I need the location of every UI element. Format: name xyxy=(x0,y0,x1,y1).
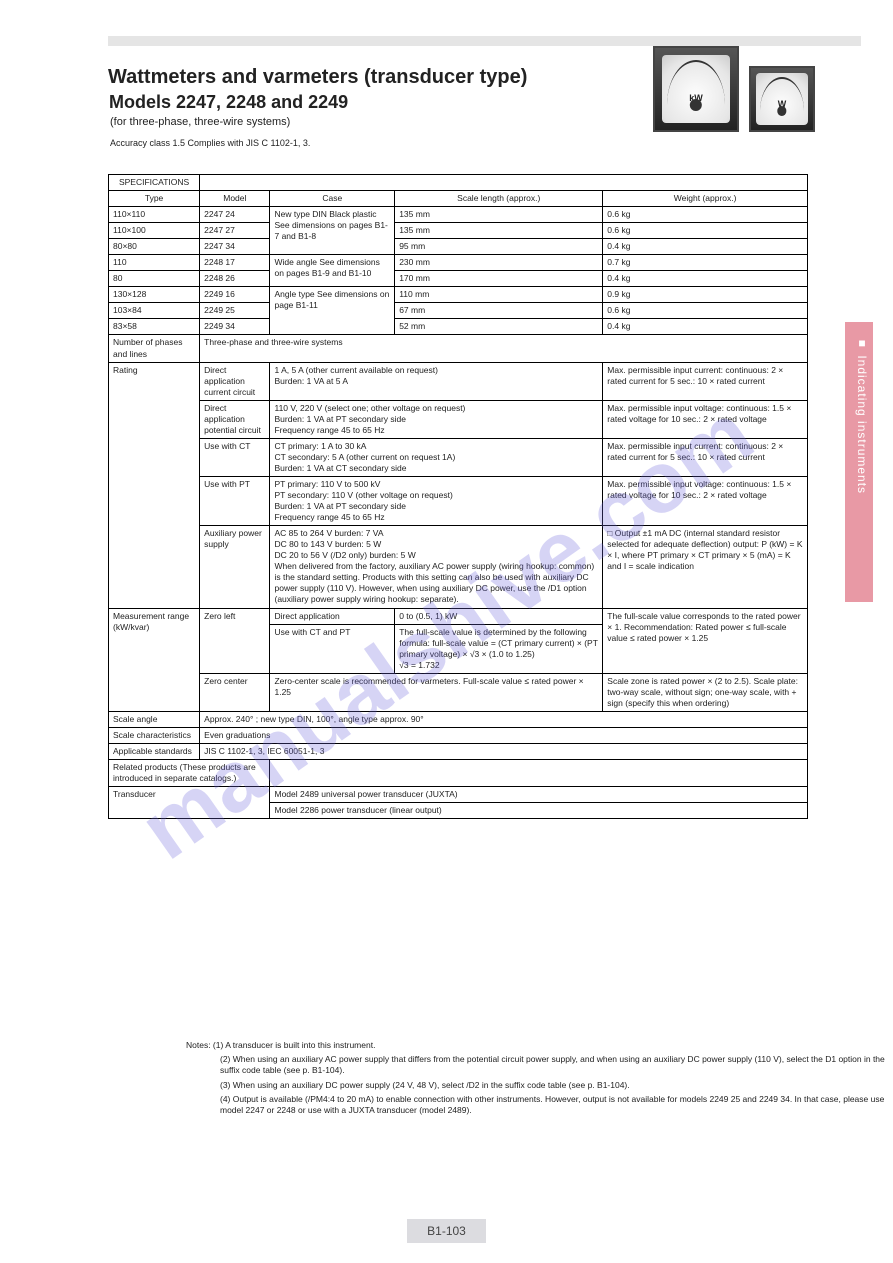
blank-cell xyxy=(200,175,808,191)
cell-model: 2249 25 xyxy=(200,303,270,319)
rating-title: Direct application potential circuit xyxy=(200,400,270,438)
footnote-3: (3) When using an auxiliary DC power sup… xyxy=(220,1080,630,1091)
spec-header: SPECIFICATIONS xyxy=(109,175,200,191)
cell-weight: 0.9 kg xyxy=(603,287,808,303)
cell-model: 2249 34 xyxy=(200,319,270,335)
cell-weight: 0.4 kg xyxy=(603,271,808,287)
cell-weight: 0.7 kg xyxy=(603,255,808,271)
related-v: Model 2286 power transducer (linear outp… xyxy=(270,803,808,819)
cell-scale: 135 mm xyxy=(395,223,603,239)
cell-type: 80×80 xyxy=(109,239,200,255)
col-scale: Scale length (approx.) xyxy=(395,191,603,207)
cell-model: 2249 16 xyxy=(200,287,270,303)
cell-type: 130×128 xyxy=(109,287,200,303)
measure-c3: 0 to (0.5, 1) kW xyxy=(395,608,603,624)
header-bar xyxy=(108,36,861,46)
meter-image-small: W xyxy=(749,66,815,132)
cell-scale: 110 mm xyxy=(395,287,603,303)
simple-v: Approx. 240° ; new type DIN, 100°, angle… xyxy=(200,711,808,727)
rating-title: Auxiliary power supply xyxy=(200,526,270,608)
footnote-2: (2) When using an auxiliary AC power sup… xyxy=(220,1054,893,1077)
rating-c2: PT primary: 110 V to 500 kV PT secondary… xyxy=(270,476,603,525)
col-case: Case xyxy=(270,191,395,207)
cell-scale: 170 mm xyxy=(395,271,603,287)
rating-c3: □ Output ±1 mA DC (internal standard res… xyxy=(603,526,808,608)
compliance-line: Accuracy class 1.5 Complies with JIS C 1… xyxy=(110,138,310,148)
rating-title: Use with CT xyxy=(200,438,270,476)
simple-k: Scale characteristics xyxy=(109,727,200,743)
measure-c1: Zero center xyxy=(200,673,270,711)
blank-cell xyxy=(270,760,808,787)
cell-model: 2247 34 xyxy=(200,239,270,255)
cell-weight: 0.4 kg xyxy=(603,319,808,335)
simple-v: JIS C 1102-1, 3, IEC 60051-1, 3 xyxy=(200,743,808,759)
cell-model: 2247 24 xyxy=(200,207,270,223)
simple-k: Scale angle xyxy=(109,711,200,727)
cell-scale: 230 mm xyxy=(395,255,603,271)
cell-case-group: Angle type See dimensions on page B1-11 xyxy=(270,287,395,335)
product-thumbnails: kW W xyxy=(653,46,815,132)
rating-title: Direct application current circuit xyxy=(200,362,270,400)
measure-c2: Use with CT and PT xyxy=(270,624,395,673)
cell-type: 110×110 xyxy=(109,207,200,223)
measure-c2: Direct application xyxy=(270,608,395,624)
rating-c2: AC 85 to 264 V burden: 7 VA DC 80 to 143… xyxy=(270,526,603,608)
cell-scale: 135 mm xyxy=(395,207,603,223)
cell-type: 103×84 xyxy=(109,303,200,319)
cell-weight: 0.4 kg xyxy=(603,239,808,255)
cell-type: 80 xyxy=(109,271,200,287)
spec-table: SPECIFICATIONS Type Model Case Scale len… xyxy=(108,174,808,819)
simple-k: Applicable standards xyxy=(109,743,200,759)
page-subtitle: Models 2247, 2248 and 2249 xyxy=(109,92,348,113)
phases-label: Number of phases and lines xyxy=(109,335,200,362)
cell-weight: 0.6 kg xyxy=(603,303,808,319)
cell-scale: 95 mm xyxy=(395,239,603,255)
measure-c3: The full-scale value is determined by th… xyxy=(395,624,603,673)
measure-c2: Zero-center scale is recommended for var… xyxy=(270,673,603,711)
related-v: Model 2489 universal power transducer (J… xyxy=(270,787,808,803)
rating-c3: Max. permissible input current: continuo… xyxy=(603,438,808,476)
footnote-4: (4) Output is available (/PM4:4 to 20 mA… xyxy=(220,1094,893,1117)
related-header: Related products (These products are int… xyxy=(109,760,270,787)
meter-image-large: kW xyxy=(653,46,739,132)
cell-model: 2248 17 xyxy=(200,255,270,271)
side-tab-label: ■ Indicating instruments xyxy=(855,336,869,494)
page-number: B1-103 xyxy=(407,1219,486,1243)
page-title: Wattmeters and varmeters (transducer typ… xyxy=(108,66,527,89)
rating-c2: 1 A, 5 A (other current available on req… xyxy=(270,362,603,400)
measure-c4: Scale zone is rated power × (2 to 2.5). … xyxy=(603,673,808,711)
rating-title: Use with PT xyxy=(200,476,270,525)
related-k: Transducer xyxy=(109,787,270,819)
cell-model: 2248 26 xyxy=(200,271,270,287)
cell-weight: 0.6 kg xyxy=(603,223,808,239)
cell-weight: 0.6 kg xyxy=(603,207,808,223)
cell-case-group: New type DIN Black plastic See dimension… xyxy=(270,207,395,255)
measure-c1: Zero left xyxy=(200,608,270,673)
rating-c3: Max. permissible input current: continuo… xyxy=(603,362,808,400)
rating-label: Rating xyxy=(109,362,200,608)
footnote-1: Notes: (1) A transducer is built into th… xyxy=(186,1040,375,1051)
cell-model: 2247 27 xyxy=(200,223,270,239)
rating-c2: 110 V, 220 V (select one; other voltage … xyxy=(270,400,603,438)
phases-value: Three-phase and three-wire systems xyxy=(200,335,808,362)
measure-label: Measurement range (kW/kvar) xyxy=(109,608,200,711)
cell-case-group: Wide angle See dimensions on pages B1-9 … xyxy=(270,255,395,287)
simple-v: Even graduations xyxy=(200,727,808,743)
cell-scale: 52 mm xyxy=(395,319,603,335)
rating-c3: Max. permissible input voltage: continuo… xyxy=(603,476,808,525)
measure-notes: The full-scale value corresponds to the … xyxy=(603,608,808,673)
rating-c3: Max. permissible input voltage: continuo… xyxy=(603,400,808,438)
col-weight: Weight (approx.) xyxy=(603,191,808,207)
col-type: Type xyxy=(109,191,200,207)
page-number-container: B1-103 xyxy=(0,1219,893,1243)
subtitle-note: (for three-phase, three-wire systems) xyxy=(110,116,290,128)
rating-c2: CT primary: 1 A to 30 kA CT secondary: 5… xyxy=(270,438,603,476)
cell-type: 83×58 xyxy=(109,319,200,335)
col-model: Model xyxy=(200,191,270,207)
cell-type: 110 xyxy=(109,255,200,271)
cell-scale: 67 mm xyxy=(395,303,603,319)
cell-type: 110×100 xyxy=(109,223,200,239)
